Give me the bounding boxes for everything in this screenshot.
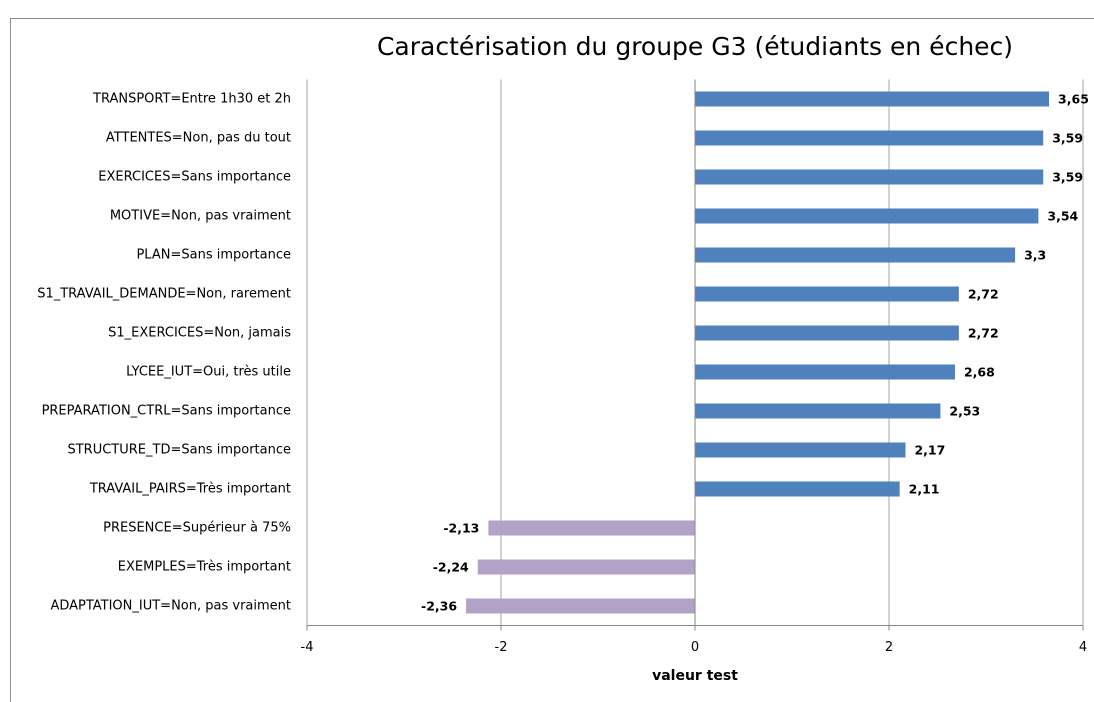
x-tick-label: 0 [691,640,699,655]
bar [695,130,1044,146]
y-tick-label: LYCEE_IUT=Oui, très utile [126,365,291,380]
bar [695,325,959,341]
value-label: 3,65 [1058,92,1089,107]
y-tick-label: TRAVAIL_PAIRS=Très important [89,482,291,497]
x-tick-label: -4 [301,640,314,655]
y-tick-label: MOTIVE=Non, pas vraiment [110,209,291,224]
value-label: 2,72 [968,326,999,341]
value-label: 3,54 [1047,209,1078,224]
value-label: 3,3 [1024,248,1046,263]
y-tick-label: PLAN=Sans importance [136,248,291,263]
value-label: -2,13 [443,521,479,536]
value-label: 2,17 [914,443,945,458]
bar [695,481,900,497]
value-label: -2,36 [421,599,457,614]
y-tick-label: S1_EXERCICES=Non, jamais [108,326,291,341]
value-label: -2,24 [433,560,469,575]
bar [695,247,1016,263]
value-label: 2,72 [968,287,999,302]
value-label: 3,59 [1052,170,1083,185]
y-tick-label: EXEMPLES=Très important [118,560,291,575]
bar [695,442,906,458]
y-tick-label: PRESENCE=Supérieur à 75% [103,521,291,536]
y-tick-label: EXERCICES=Sans importance [98,170,291,185]
value-label: 2,68 [964,365,995,380]
bar [695,169,1044,185]
y-tick-label: ADAPTATION_IUT=Non, pas vraiment [50,599,291,614]
y-tick-label: TRANSPORT=Entre 1h30 et 2h [92,92,291,107]
y-tick-label: PREPARATION_CTRL=Sans importance [42,404,291,419]
chart-title: Caractérisation du groupe G3 (étudiants … [377,32,1013,61]
bar [695,286,959,302]
x-tick-label: 2 [885,640,893,655]
value-label: 2,11 [909,482,940,497]
bar [488,520,695,536]
value-label: 3,59 [1052,131,1083,146]
bar [477,559,695,575]
y-tick-label: ATTENTES=Non, pas du tout [106,131,291,146]
y-tick-label: S1_TRAVAIL_DEMANDE=Non, rarement [37,287,291,302]
bar [695,208,1039,224]
x-axis-title: valeur test [652,668,738,684]
bar [695,364,955,380]
bar [695,403,941,419]
bar [466,598,695,614]
bar [695,91,1050,107]
chart-frame [10,18,1094,702]
y-tick-label: STRUCTURE_TD=Sans importance [67,443,291,458]
x-tick-label: 4 [1079,640,1087,655]
value-label: 2,53 [949,404,980,419]
x-tick-label: -2 [495,640,508,655]
